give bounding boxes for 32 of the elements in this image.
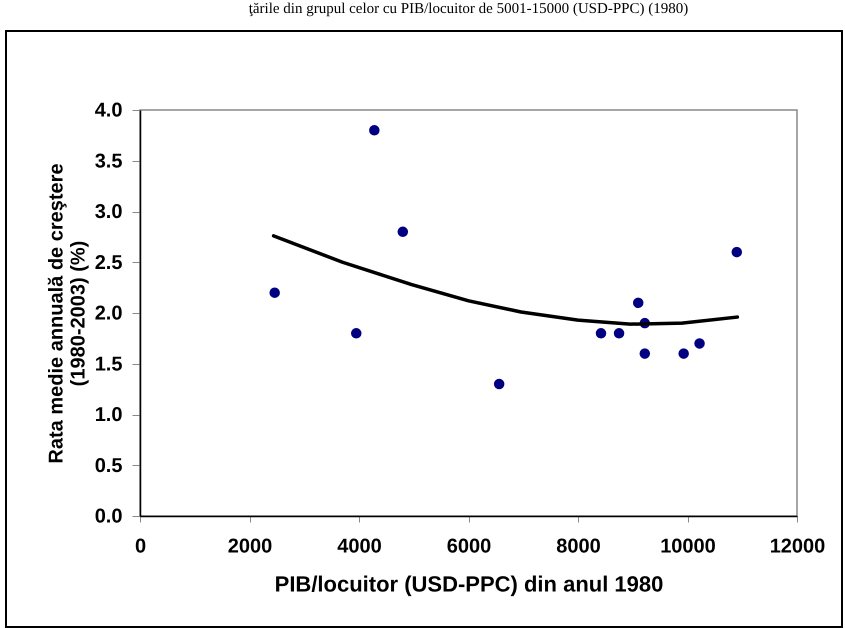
x-tick-label: 10000: [660, 536, 716, 558]
x-tick-label: 0: [134, 536, 146, 558]
point: [732, 246, 742, 258]
point: [678, 348, 689, 359]
y-tick-label: 4.0: [94, 100, 122, 122]
point: [269, 287, 280, 298]
x-tick-label: 4000: [337, 536, 382, 558]
point: [398, 226, 408, 238]
y-tick-label: 3.5: [94, 150, 122, 172]
x-tick-label: 6000: [446, 536, 492, 558]
y-tick-label: 2.5: [94, 252, 122, 274]
point: [632, 298, 644, 308]
x-axis-title: PIB/locuitor (USD-PPC) din anul 1980: [274, 572, 664, 596]
y-tick-label: 1.0: [94, 404, 122, 426]
point: [694, 338, 705, 349]
y-tick-label: 1.5: [94, 353, 122, 376]
x-tick-label: 2000: [228, 536, 272, 558]
point: [614, 328, 624, 339]
point: [369, 125, 380, 136]
x-tick-label: 12000: [770, 536, 826, 558]
y-tick-label: 2.0: [94, 302, 122, 324]
y-tick-label: 0.0: [94, 506, 122, 528]
point: [351, 328, 362, 339]
x-tick-label: 8000: [556, 536, 601, 558]
y-axis-title: Rata medie annuală de creştere (1980-2003) (%): [46, 163, 90, 464]
y-tick-label: 0.5: [94, 454, 122, 477]
chart-title: ţările din grupul celor cu PIB/locuitor de 5001-15000 (USD-PPC) (1980): [248, 1, 688, 17]
point: [494, 378, 504, 390]
point: [596, 328, 606, 339]
y-tick-label: 3.0: [94, 201, 122, 223]
point: [640, 348, 650, 359]
line-series: [272, 234, 740, 326]
